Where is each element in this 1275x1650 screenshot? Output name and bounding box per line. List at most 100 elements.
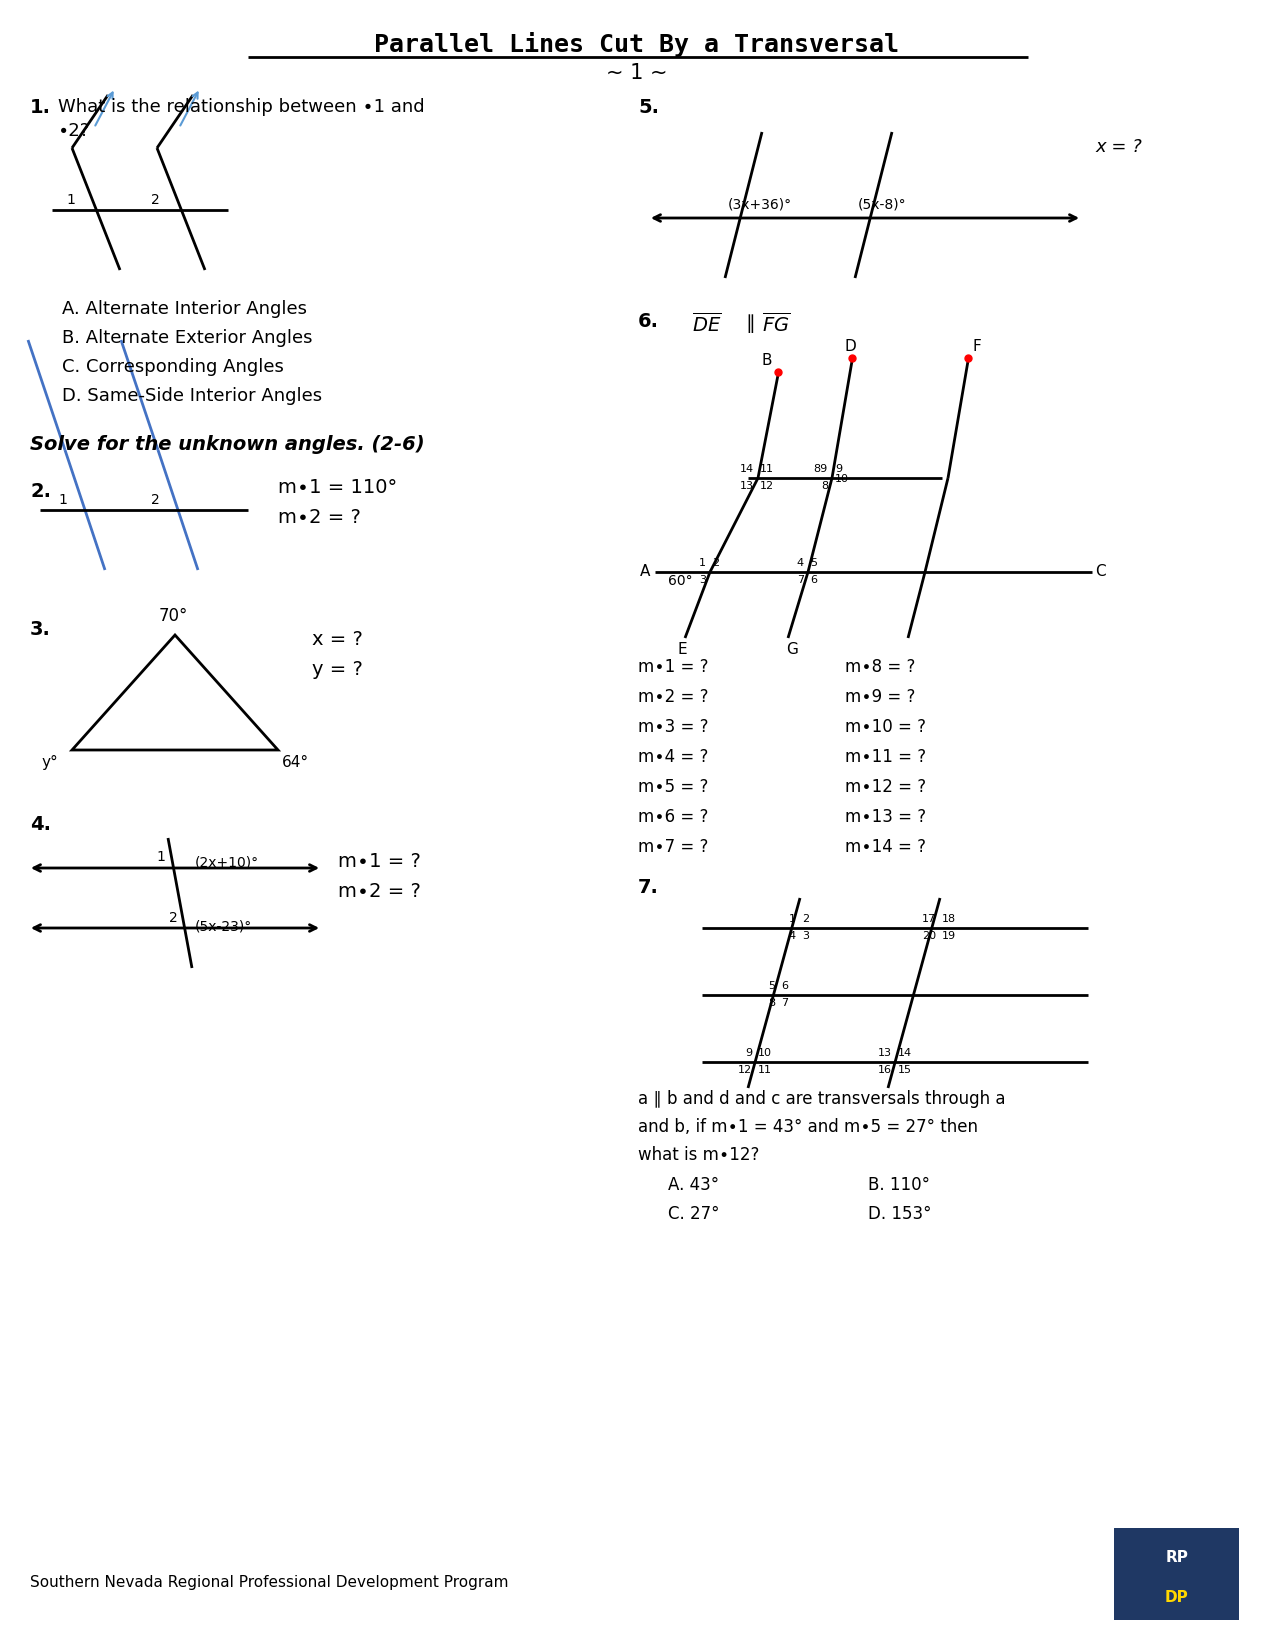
- Text: RP: RP: [1165, 1549, 1188, 1564]
- Text: A. 43°: A. 43°: [668, 1176, 719, 1195]
- Text: 14: 14: [740, 464, 754, 474]
- Text: 1: 1: [156, 850, 164, 865]
- Text: A: A: [640, 564, 650, 579]
- Text: (2x+10)°: (2x+10)°: [195, 855, 259, 870]
- Text: and b, if m∙1 = 43° and m∙5 = 27° then: and b, if m∙1 = 43° and m∙5 = 27° then: [638, 1119, 978, 1135]
- Text: m∙8 = ?: m∙8 = ?: [845, 658, 915, 676]
- Text: 8: 8: [768, 998, 775, 1008]
- Text: 3: 3: [802, 931, 810, 940]
- Text: m∙12 = ?: m∙12 = ?: [845, 779, 926, 795]
- Text: 13: 13: [878, 1048, 892, 1058]
- Text: m∙10 = ?: m∙10 = ?: [845, 718, 926, 736]
- Text: 2: 2: [152, 193, 159, 206]
- Text: x = ?: x = ?: [1095, 139, 1141, 157]
- Text: 20: 20: [922, 931, 936, 940]
- Text: m∙14 = ?: m∙14 = ?: [845, 838, 926, 856]
- Text: 7: 7: [797, 574, 805, 586]
- Text: B: B: [761, 353, 771, 368]
- Text: 11: 11: [759, 1064, 771, 1076]
- Text: F: F: [972, 338, 980, 355]
- Text: 1: 1: [789, 914, 796, 924]
- Text: What is the relationship between ∙1 and: What is the relationship between ∙1 and: [57, 97, 425, 116]
- Text: m∙6 = ?: m∙6 = ?: [638, 808, 709, 827]
- Text: 16: 16: [878, 1064, 892, 1076]
- Text: 8: 8: [821, 482, 827, 492]
- Text: 2: 2: [170, 911, 179, 926]
- Text: D. Same-Side Interior Angles: D. Same-Side Interior Angles: [62, 388, 323, 404]
- Text: 1: 1: [699, 558, 706, 568]
- Text: 5: 5: [810, 558, 817, 568]
- Text: $\overline{FG}$: $\overline{FG}$: [762, 312, 790, 335]
- Text: 70°: 70°: [158, 607, 187, 625]
- Text: x = ?: x = ?: [312, 630, 363, 648]
- Text: 5.: 5.: [638, 97, 659, 117]
- Text: E: E: [677, 642, 687, 657]
- Text: B. Alternate Exterior Angles: B. Alternate Exterior Angles: [62, 328, 312, 346]
- Text: 12: 12: [738, 1064, 752, 1076]
- Text: ~ 1 ~: ~ 1 ~: [606, 63, 668, 82]
- Text: $\overline{DE}$: $\overline{DE}$: [692, 312, 722, 335]
- Text: C. 27°: C. 27°: [668, 1204, 719, 1223]
- Text: 6: 6: [782, 982, 788, 992]
- Text: 3.: 3.: [31, 620, 51, 639]
- Text: (3x+36)°: (3x+36)°: [728, 198, 792, 211]
- Text: 60°: 60°: [668, 574, 692, 587]
- Text: Parallel Lines Cut By a Transversal: Parallel Lines Cut By a Transversal: [375, 31, 899, 58]
- Text: Solve for the unknown angles. (2-6): Solve for the unknown angles. (2-6): [31, 436, 425, 454]
- Text: m∙4 = ?: m∙4 = ?: [638, 747, 709, 766]
- Text: 2: 2: [152, 493, 159, 507]
- Text: m∙13 = ?: m∙13 = ?: [845, 808, 926, 827]
- Text: G: G: [787, 642, 798, 657]
- Text: 89: 89: [813, 464, 827, 474]
- Text: 7: 7: [782, 998, 788, 1008]
- Text: m∙1 = ?: m∙1 = ?: [638, 658, 709, 676]
- Text: y°: y°: [41, 756, 57, 771]
- Text: 10: 10: [835, 474, 849, 483]
- Text: 4: 4: [797, 558, 805, 568]
- Text: 15: 15: [898, 1064, 912, 1076]
- Text: m∙2 = ?: m∙2 = ?: [638, 688, 709, 706]
- Text: 4: 4: [789, 931, 796, 940]
- Text: 9: 9: [835, 464, 842, 474]
- Text: 11: 11: [760, 464, 774, 474]
- Text: m∙7 = ?: m∙7 = ?: [638, 838, 709, 856]
- Text: 2: 2: [802, 914, 810, 924]
- Text: m∙2 = ?: m∙2 = ?: [338, 883, 421, 901]
- Text: 9: 9: [745, 1048, 752, 1058]
- Text: 13: 13: [740, 482, 754, 492]
- Text: Southern Nevada Regional Professional Development Program: Southern Nevada Regional Professional De…: [31, 1576, 509, 1591]
- Text: 1: 1: [59, 493, 68, 507]
- Text: m∙3 = ?: m∙3 = ?: [638, 718, 709, 736]
- Text: 18: 18: [942, 914, 956, 924]
- Text: m∙1 = 110°: m∙1 = 110°: [278, 478, 398, 497]
- Text: 17: 17: [922, 914, 936, 924]
- Text: what is m∙12?: what is m∙12?: [638, 1147, 760, 1163]
- Text: DP: DP: [1165, 1589, 1188, 1605]
- FancyBboxPatch shape: [1114, 1528, 1239, 1620]
- Text: 1.: 1.: [31, 97, 51, 117]
- Text: C. Corresponding Angles: C. Corresponding Angles: [62, 358, 284, 376]
- Text: m∙5 = ?: m∙5 = ?: [638, 779, 709, 795]
- Text: B. 110°: B. 110°: [868, 1176, 929, 1195]
- Text: 5: 5: [768, 982, 775, 992]
- Text: D. 153°: D. 153°: [868, 1204, 932, 1223]
- Text: 2.: 2.: [31, 482, 51, 502]
- Text: D: D: [844, 338, 856, 355]
- Text: m∙2 = ?: m∙2 = ?: [278, 508, 361, 526]
- Text: m∙9 = ?: m∙9 = ?: [845, 688, 915, 706]
- Text: A. Alternate Interior Angles: A. Alternate Interior Angles: [62, 300, 307, 318]
- Text: $\parallel$: $\parallel$: [742, 312, 755, 335]
- Text: 12: 12: [760, 482, 774, 492]
- Text: 14: 14: [898, 1048, 912, 1058]
- Text: 3: 3: [699, 574, 706, 586]
- Text: 64°: 64°: [282, 756, 309, 771]
- Text: m∙1 = ?: m∙1 = ?: [338, 851, 421, 871]
- Text: (5x-8)°: (5x-8)°: [858, 198, 907, 211]
- Text: 2: 2: [711, 558, 719, 568]
- Text: C: C: [1095, 564, 1105, 579]
- Text: 6.: 6.: [638, 312, 659, 332]
- Text: ∙2?: ∙2?: [57, 122, 91, 140]
- Text: y = ?: y = ?: [312, 660, 363, 680]
- Text: 10: 10: [759, 1048, 771, 1058]
- Text: 6: 6: [810, 574, 817, 586]
